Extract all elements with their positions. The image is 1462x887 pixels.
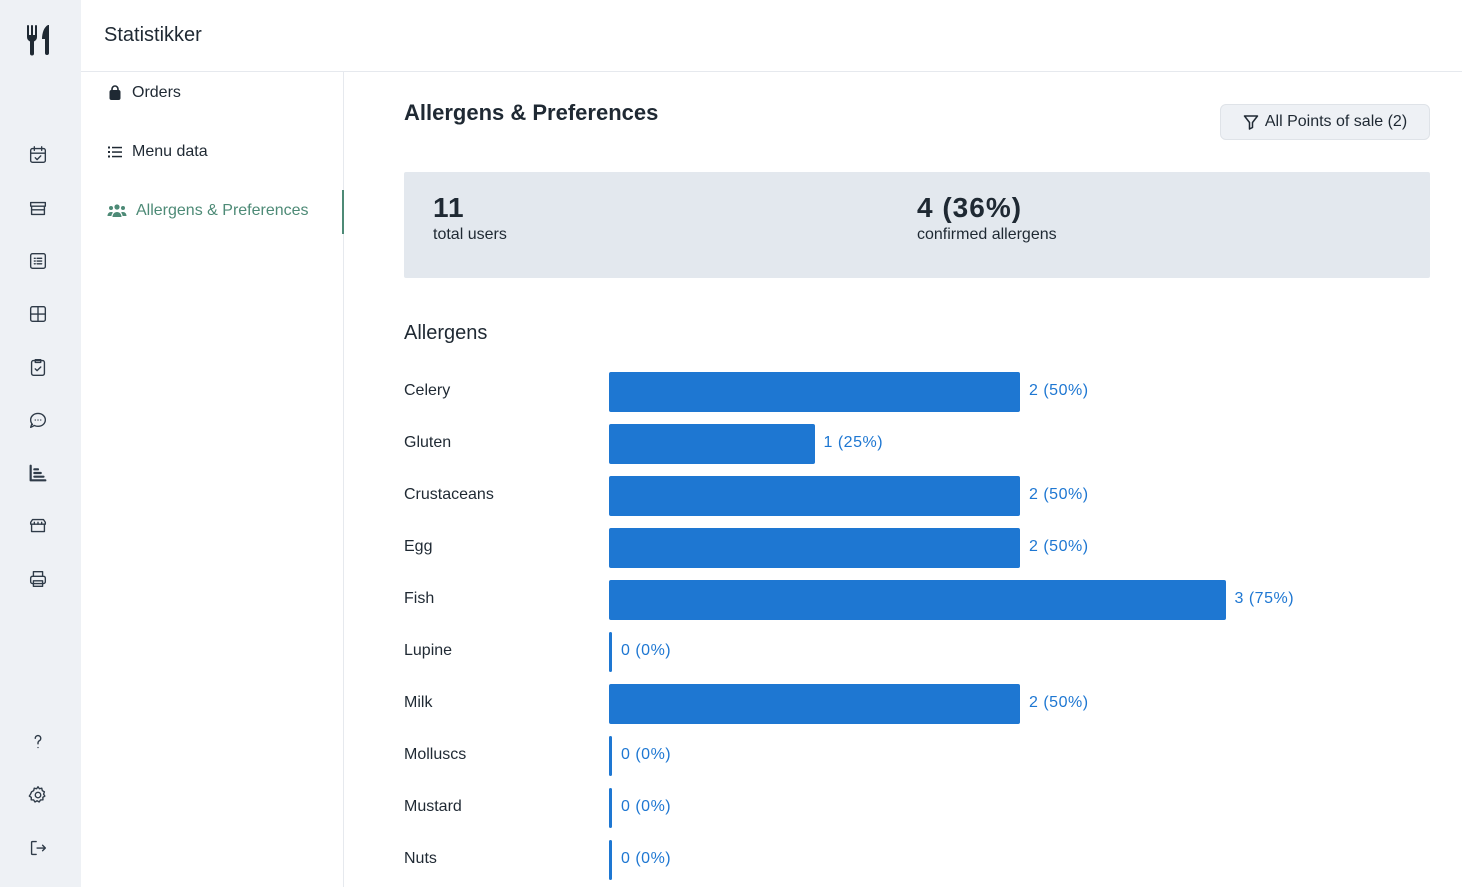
chart-row: Celery 2 (50%) (404, 372, 1430, 412)
category-label: Milk (404, 694, 433, 711)
fork-knife-logo-icon[interactable] (24, 22, 54, 56)
category-label: Nuts (404, 850, 437, 867)
bar (609, 424, 815, 464)
category-label: Molluscs (404, 746, 467, 763)
bar (609, 632, 612, 672)
subnav-label: Allergens & Preferences (136, 202, 309, 219)
page-title: Allergens & Preferences (404, 100, 659, 125)
allergens-bar-chart: Celery 2 (50%) Gluten 1 (25%) Crustaceans 2 (… (404, 372, 1430, 887)
category-label: Crustaceans (404, 486, 494, 503)
chart-row: Lupine 0 (0%) (404, 632, 1430, 672)
store-icon[interactable] (25, 195, 51, 221)
bar (609, 476, 1020, 516)
data-label: 1 (25%) (823, 434, 884, 451)
bar (609, 840, 612, 880)
bar (609, 580, 1226, 620)
stat-value: 4 (36%) (917, 192, 1023, 223)
subnav-item-allergens[interactable]: Allergens & Preferences (107, 196, 309, 226)
list-icon (108, 146, 122, 158)
icon-rail (0, 0, 81, 887)
header-title: Statistikker (104, 24, 202, 46)
help-icon[interactable] (25, 729, 51, 755)
stat-value: 11 (433, 192, 465, 223)
bar-chart-icon[interactable] (25, 460, 51, 486)
subnav-item-orders[interactable]: Orders (107, 78, 181, 108)
stats-panel: 11 total users 4 (36%) confirmed allerge… (404, 172, 1430, 278)
bar (609, 528, 1020, 568)
category-label: Lupine (404, 642, 453, 659)
chart-row: Milk 2 (50%) (404, 684, 1430, 724)
gear-icon[interactable] (25, 782, 51, 808)
bar (609, 372, 1020, 412)
users-icon (107, 204, 127, 217)
list-box-icon[interactable] (25, 248, 51, 274)
data-label: 0 (0%) (621, 642, 672, 659)
statistics-subnav: Orders Menu data Allergens & Preferences (81, 72, 344, 887)
data-label: 2 (50%) (1029, 382, 1089, 399)
points-of-sale-filter-button[interactable]: All Points of sale (2) (1220, 104, 1430, 140)
bar (609, 788, 612, 828)
category-label: Gluten (404, 434, 452, 451)
subnav-label: Orders (132, 84, 181, 101)
filter-icon (1243, 115, 1259, 130)
clipboard-check-icon[interactable] (25, 354, 51, 380)
chart-row: Nuts 0 (0%) (404, 840, 1430, 880)
category-label: Egg (404, 538, 433, 555)
active-indicator (342, 190, 344, 234)
stat-label: total users (433, 226, 507, 243)
shopping-bag-icon (109, 85, 121, 100)
bar (609, 736, 612, 776)
stat-total-users: 11 total users (433, 192, 507, 244)
chart-row: Egg 2 (50%) (404, 528, 1430, 568)
data-label: 0 (0%) (621, 850, 672, 867)
chart-row: Mustard 0 (0%) (404, 788, 1430, 828)
calendar-check-icon[interactable] (25, 142, 51, 168)
data-label: 2 (50%) (1029, 538, 1089, 555)
section-title-allergens: Allergens (404, 322, 488, 344)
subnav-item-menu-data[interactable]: Menu data (107, 137, 208, 167)
filter-label: All Points of sale (2) (1264, 113, 1408, 130)
page-header: Statistikker (81, 0, 1462, 72)
logout-icon[interactable] (25, 835, 51, 861)
table-layout-icon[interactable] (25, 301, 51, 327)
chart-row: Gluten 1 (25%) (404, 424, 1430, 464)
stat-label: confirmed allergens (917, 226, 1057, 243)
stat-confirmed-allergens: 4 (36%) confirmed allergens (917, 192, 1057, 244)
data-label: 2 (50%) (1029, 694, 1089, 711)
shop-awning-icon[interactable] (25, 513, 51, 539)
category-label: Celery (404, 382, 451, 399)
data-label: 3 (75%) (1234, 590, 1295, 607)
subnav-label: Menu data (132, 143, 208, 160)
chart-row: Crustaceans 2 (50%) (404, 476, 1430, 516)
category-label: Fish (404, 590, 435, 607)
chat-bubble-icon[interactable] (25, 407, 51, 433)
chart-row: Molluscs 0 (0%) (404, 736, 1430, 776)
bar (609, 684, 1020, 724)
category-label: Mustard (404, 798, 462, 815)
data-label: 2 (50%) (1029, 486, 1089, 503)
chart-row: Fish 3 (75%) (404, 580, 1430, 620)
printer-icon[interactable] (25, 566, 51, 592)
data-label: 0 (0%) (621, 798, 672, 815)
data-label: 0 (0%) (621, 746, 672, 763)
